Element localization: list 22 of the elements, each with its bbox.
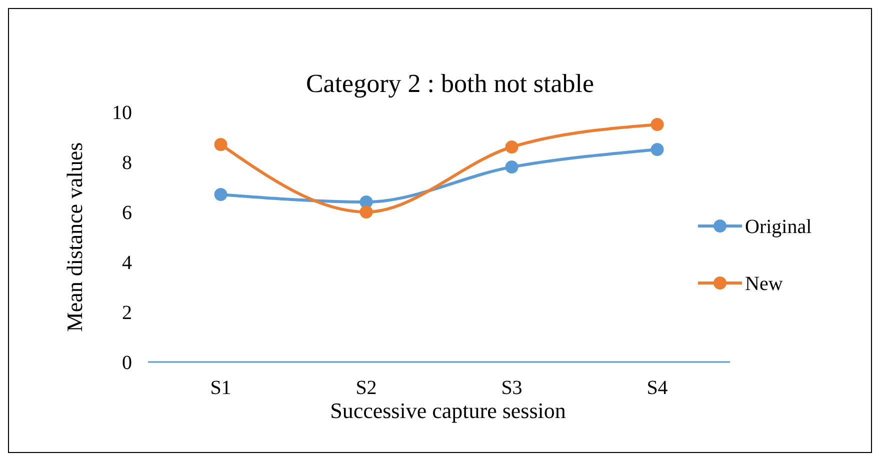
y-axis-title: Mean distance values (62, 142, 87, 332)
legend-label: New (745, 273, 784, 295)
x-tick-label: S2 (356, 377, 377, 399)
y-tick-label: 6 (122, 202, 132, 224)
x-tick-label: S3 (501, 377, 522, 399)
point (505, 160, 518, 174)
y-tick-label: 2 (122, 302, 132, 324)
y-tick-label: 8 (122, 152, 132, 174)
y-tick-label: 4 (122, 252, 132, 274)
point (650, 143, 664, 156)
legend-label: Original (745, 216, 812, 238)
point (360, 206, 373, 218)
chart-title: Category 2 : both not stable (306, 69, 594, 98)
point (214, 188, 228, 201)
point (650, 118, 664, 131)
point (214, 138, 228, 151)
x-tick-label: S4 (646, 377, 668, 399)
y-tick-label: 10 (112, 102, 132, 124)
x-axis-title: Successive capture session (330, 398, 566, 423)
y-tick-label: 0 (122, 352, 132, 374)
x-tick-label: S1 (210, 377, 232, 399)
point (505, 140, 518, 154)
